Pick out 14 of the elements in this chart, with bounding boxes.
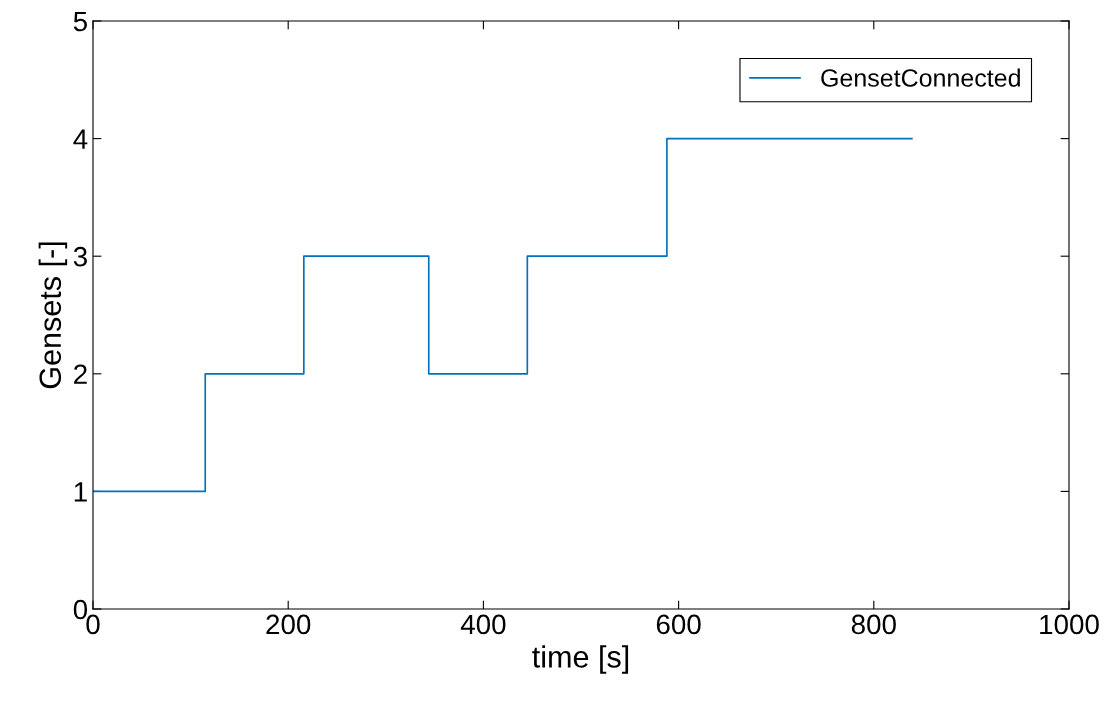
legend-label: GensetConnected bbox=[821, 68, 1020, 87]
y-tick-label: 1 bbox=[74, 482, 87, 502]
y-tick-label: 3 bbox=[73, 246, 87, 267]
x-tick-label: 800 bbox=[851, 614, 896, 635]
y-tick-label: 5 bbox=[73, 11, 87, 32]
x-axis-title: time [s] bbox=[532, 645, 629, 674]
y-tick-label: 4 bbox=[73, 129, 88, 149]
y-axis-title: Gensets [-] bbox=[38, 242, 68, 389]
x-tick-label: 1000 bbox=[1040, 614, 1099, 635]
y-tick-label: 2 bbox=[74, 364, 87, 384]
x-tick-label: 600 bbox=[656, 614, 701, 635]
y-tick-label: 0 bbox=[73, 599, 88, 620]
x-tick-label: 400 bbox=[460, 614, 506, 635]
x-tick-label: 200 bbox=[266, 614, 311, 635]
